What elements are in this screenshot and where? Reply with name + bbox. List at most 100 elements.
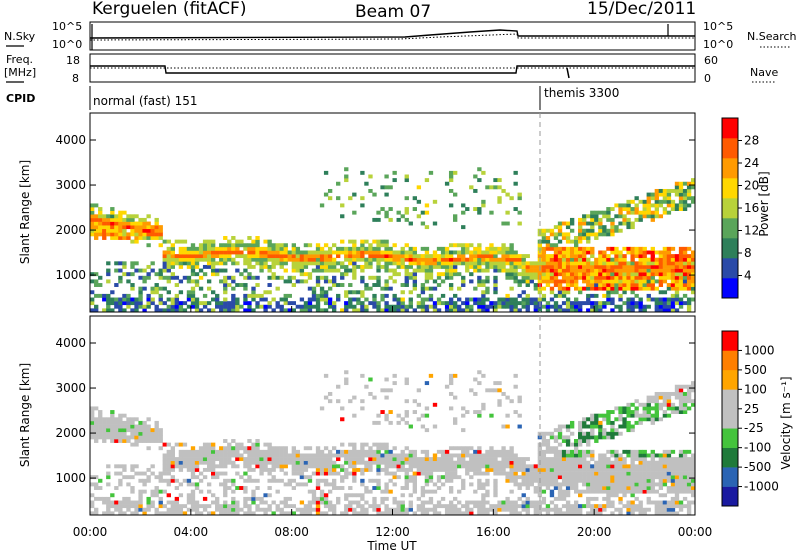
power-cell	[384, 264, 389, 269]
velocity-cell	[299, 500, 305, 505]
power-cell	[118, 304, 123, 309]
velocity-cell	[493, 511, 498, 516]
power-cell	[662, 304, 668, 309]
power-cell	[436, 264, 442, 269]
velocity-cell	[90, 475, 95, 480]
velocity-cell	[118, 435, 123, 440]
power-cell	[206, 279, 212, 284]
power-cell	[344, 246, 349, 251]
power-cell	[384, 257, 389, 262]
velocity-cell	[634, 489, 639, 494]
power-cell	[666, 246, 672, 251]
velocity-cell	[646, 402, 651, 407]
power-cell	[206, 308, 212, 313]
velocity-cell	[202, 507, 208, 512]
velocity-cell	[686, 504, 692, 509]
power-cell	[211, 239, 216, 244]
velocity-cell	[344, 475, 349, 480]
power-cell	[497, 261, 502, 266]
velocity-cell	[448, 381, 454, 386]
velocity-cell	[219, 482, 224, 487]
power-cell	[578, 246, 583, 251]
power-cell	[231, 246, 236, 251]
power-cell	[307, 286, 313, 291]
velocity-cell	[505, 449, 510, 454]
power-cell	[448, 243, 454, 248]
power-cell	[319, 275, 325, 280]
velocity-cell	[662, 399, 668, 404]
velocity-cell	[416, 417, 422, 422]
power-cell	[469, 304, 474, 309]
velocity-cell	[336, 496, 341, 501]
velocity-cell	[231, 478, 236, 483]
power-cell	[497, 264, 502, 269]
velocity-cell	[118, 478, 123, 483]
power-cell	[469, 279, 474, 284]
velocity-cell	[223, 493, 228, 498]
power-cell	[453, 217, 458, 222]
velocity-cell	[461, 504, 466, 509]
velocity-cell	[541, 460, 547, 465]
velocity-cell	[178, 464, 184, 469]
power-cell	[186, 250, 192, 255]
velocity-cell	[190, 471, 196, 476]
velocity-cell	[529, 478, 534, 483]
velocity-cell	[565, 493, 571, 498]
power-cell	[98, 214, 103, 219]
velocity-cell	[243, 500, 248, 505]
power-cell	[440, 254, 446, 259]
velocity-cell	[622, 420, 627, 425]
velocity-cell	[606, 471, 611, 476]
y-tick-label: 4000	[55, 336, 86, 350]
power-cell	[574, 308, 579, 313]
power-cell	[477, 308, 482, 313]
power-cell	[428, 275, 434, 280]
power-cell	[489, 254, 494, 259]
power-cell	[271, 297, 276, 302]
power-cell	[662, 192, 668, 197]
velocity-cell	[223, 449, 228, 454]
velocity-cell	[215, 464, 220, 469]
power-cell	[638, 264, 643, 269]
power-cell	[215, 304, 220, 309]
velocity-cell	[231, 489, 236, 494]
power-cell	[384, 246, 389, 251]
power-cell	[525, 264, 530, 269]
velocity-cell	[469, 460, 474, 465]
velocity-cell	[400, 417, 405, 422]
power-cell	[457, 250, 462, 255]
velocity-cell	[448, 500, 454, 505]
velocity-cell	[436, 464, 442, 469]
power-cell	[388, 261, 393, 266]
velocity-cell	[586, 504, 591, 509]
velocity-cell	[130, 420, 135, 425]
power-cell	[303, 304, 309, 309]
velocity-cell	[569, 460, 575, 465]
colorbar-swatch	[722, 408, 738, 429]
velocity-cell	[561, 460, 567, 465]
power-cell	[682, 283, 688, 287]
velocity-cell	[416, 496, 422, 501]
power-cell	[243, 293, 248, 298]
power-cell	[420, 308, 426, 313]
velocity-cell	[626, 511, 631, 516]
power-cell	[654, 268, 659, 273]
velocity-heatmap	[90, 370, 696, 516]
velocity-cell	[98, 410, 103, 414]
power-cell	[348, 297, 353, 302]
velocity-cell	[493, 457, 498, 462]
power-cell	[642, 272, 647, 277]
power-cell	[453, 272, 458, 277]
power-cell	[444, 181, 450, 186]
power-cell	[122, 293, 127, 298]
velocity-cell	[424, 460, 430, 465]
velocity-cell	[352, 511, 357, 516]
velocity-cell	[319, 457, 325, 462]
power-cell	[561, 293, 567, 298]
power-cell	[602, 268, 607, 273]
power-cell	[497, 268, 502, 273]
velocity-cell	[243, 446, 248, 451]
velocity-cell	[565, 500, 571, 505]
velocity-cell	[489, 413, 494, 418]
